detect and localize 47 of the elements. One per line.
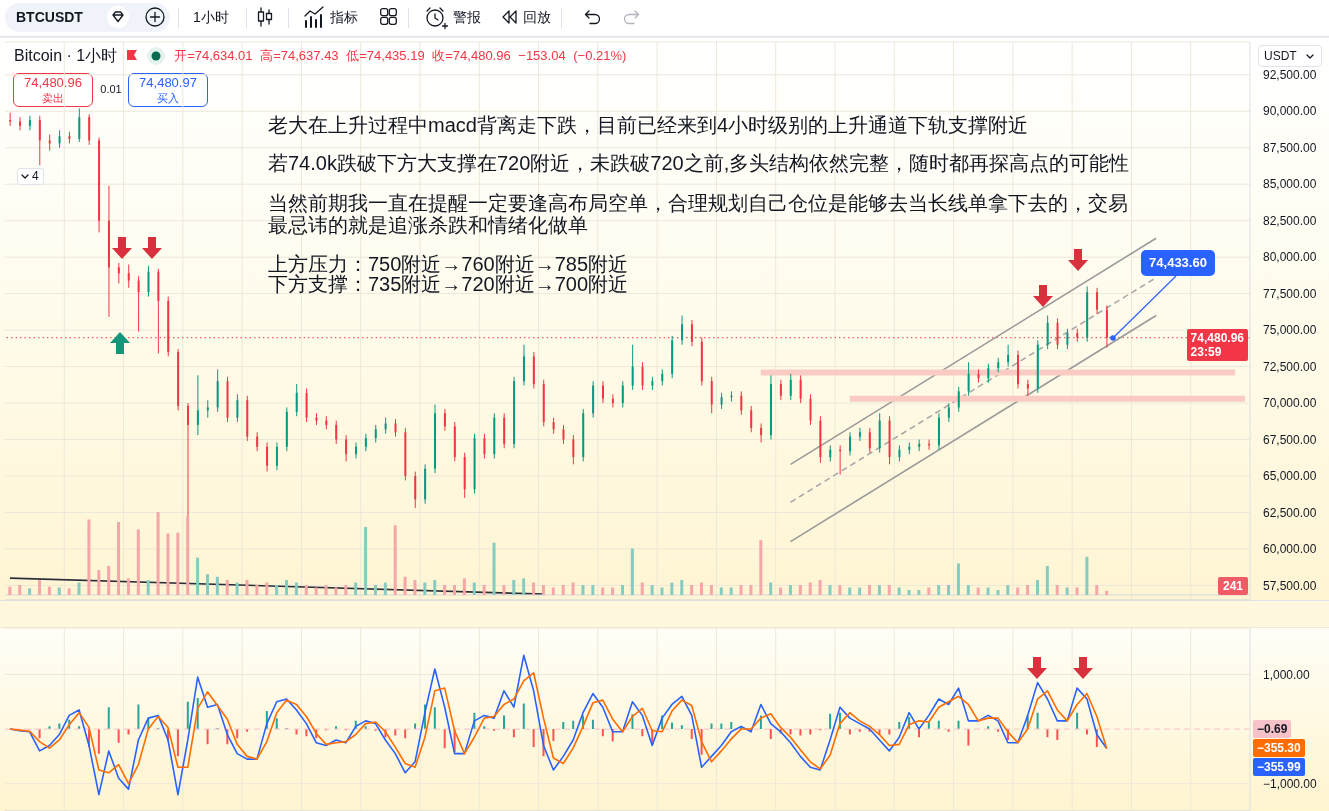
annotation: 241 [1222, 578, 1243, 595]
price-tag: 74,433.60 [1141, 250, 1215, 276]
y-tick-label: 60,000.00 [1263, 542, 1317, 557]
annotation: 23:59 [1190, 344, 1223, 359]
annotation: 卖出 [42, 91, 64, 105]
y-tick-label: 77,500.00 [1263, 286, 1317, 301]
annotation: 74,480.96 [24, 75, 82, 91]
annotation: 0.01 [100, 82, 122, 96]
annotation: 当然前期我一直在提醒一定要逢高布局空单，合理规划自己仓位是能够去当长线单拿下去的，交易 [268, 192, 1128, 214]
text: 回放 [523, 8, 551, 26]
chart-title: Bitcoin · 1小时 [14, 46, 118, 66]
ref-line-label: −0.69 [1257, 722, 1288, 737]
y-tick-label: 82,500.00 [1263, 213, 1317, 228]
y-tick-label: 67,500.00 [1263, 432, 1317, 447]
text: 警报 [453, 8, 481, 26]
annotation: 下方支撑：735附近→720附近→700附近 [268, 273, 629, 295]
y-tick-label: 62,500.00 [1263, 505, 1317, 520]
ref-line-label: 74,480.96 [1190, 330, 1244, 345]
annotation: 4 [32, 169, 39, 184]
annotation: 若74.0k跌破下方大支撑在720附近，未跌破720之前,多头结构依然完整，随时都再探高点的可能性 [268, 152, 1130, 174]
y-tick-label: 72,500.00 [1263, 359, 1317, 374]
annotation: 74,480.97 [139, 75, 197, 91]
y-tick-label: 1,000.00 [1263, 667, 1311, 682]
y-tick-label: 85,000.00 [1263, 177, 1317, 192]
y-tick-label: 90,000.00 [1263, 104, 1317, 119]
y-tick-label: −1,000.00 [1263, 776, 1318, 791]
text: BTCUSDT [16, 8, 83, 26]
price-tag: −355.99 [1253, 758, 1305, 777]
text: 开=74,634.01 高=74,637.43 低=74,435.19 收=74,480.96 −153.04 (−0.21%) [174, 47, 627, 65]
annotation: 买入 [157, 91, 179, 105]
y-tick-label: 70,000.00 [1263, 396, 1317, 411]
y-tick-label: 80,000.00 [1263, 250, 1317, 265]
y-tick-label: 57,500.00 [1263, 578, 1317, 593]
y-tick-label: 75,000.00 [1263, 323, 1317, 338]
text: 1小时 [193, 8, 229, 26]
annotation: 老大在上升过程中macd背离走下跌，目前已经来到4小时级别的上升通道下轨支撑附近 [268, 114, 1029, 136]
price-tag: 74,480.96 23:59 [1186, 328, 1248, 361]
y-tick-label: 87,500.00 [1263, 140, 1317, 155]
price-tag: −355.30 [1253, 739, 1305, 758]
annotation: 上方压力：750附近→760附近→785附近 [268, 253, 629, 275]
y-tick-label: 92,500.00 [1263, 68, 1317, 83]
text: USDT [1264, 48, 1297, 64]
y-tick-label: 65,000.00 [1263, 469, 1317, 484]
value-tag: 241 [1217, 577, 1248, 595]
price-tag: −0.69 [1253, 720, 1292, 739]
annotation: 最忌讳的就是追涨杀跌和情绪化做单 [268, 214, 588, 236]
text: 指标 [330, 8, 358, 26]
